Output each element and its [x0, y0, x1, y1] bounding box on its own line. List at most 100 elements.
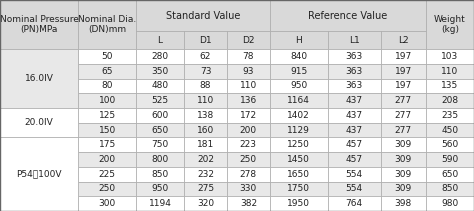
- Bar: [270, 137, 328, 152]
- Bar: [270, 49, 328, 64]
- Text: 200: 200: [99, 155, 116, 164]
- Text: 363: 363: [346, 52, 363, 61]
- Text: 278: 278: [240, 170, 257, 179]
- Text: 309: 309: [395, 155, 412, 164]
- Text: Nominal Dia.
(DN)mm: Nominal Dia. (DN)mm: [78, 15, 137, 34]
- Text: 950: 950: [290, 81, 308, 91]
- Text: L2: L2: [398, 36, 409, 45]
- Bar: [78, 167, 136, 182]
- Bar: [328, 182, 381, 196]
- Bar: [328, 78, 381, 93]
- Bar: [184, 93, 227, 108]
- Text: P54、100V: P54、100V: [16, 170, 62, 179]
- Bar: [136, 64, 184, 78]
- Text: 382: 382: [240, 199, 257, 208]
- Text: 480: 480: [152, 81, 169, 91]
- Bar: [78, 64, 136, 78]
- Bar: [426, 64, 474, 78]
- Bar: [227, 137, 270, 152]
- Bar: [78, 182, 136, 196]
- Bar: [136, 182, 184, 196]
- Text: 181: 181: [197, 140, 214, 149]
- Bar: [381, 31, 426, 49]
- Bar: [184, 108, 227, 123]
- Text: 138: 138: [197, 111, 214, 120]
- Bar: [227, 167, 270, 182]
- Bar: [381, 108, 426, 123]
- Bar: [381, 49, 426, 64]
- Text: 225: 225: [99, 170, 116, 179]
- Bar: [381, 152, 426, 167]
- Bar: [227, 93, 270, 108]
- Text: 80: 80: [101, 81, 113, 91]
- Text: 16.0IV: 16.0IV: [25, 74, 54, 83]
- Text: 88: 88: [200, 81, 211, 91]
- Text: 850: 850: [152, 170, 169, 179]
- Text: 915: 915: [290, 67, 308, 76]
- Text: 277: 277: [395, 111, 412, 120]
- Bar: [328, 93, 381, 108]
- Text: 554: 554: [346, 170, 363, 179]
- Bar: [381, 64, 426, 78]
- Text: 309: 309: [395, 184, 412, 193]
- Text: 1194: 1194: [149, 199, 172, 208]
- Bar: [184, 196, 227, 211]
- Bar: [426, 0, 474, 49]
- Bar: [426, 49, 474, 64]
- Bar: [78, 108, 136, 123]
- Bar: [136, 49, 184, 64]
- Bar: [136, 31, 184, 49]
- Text: 78: 78: [243, 52, 254, 61]
- Bar: [426, 123, 474, 137]
- Text: D1: D1: [199, 36, 212, 45]
- Text: Weight
(kg): Weight (kg): [434, 15, 466, 34]
- Bar: [184, 31, 227, 49]
- Bar: [136, 137, 184, 152]
- Bar: [426, 182, 474, 196]
- Bar: [328, 152, 381, 167]
- Text: 93: 93: [243, 67, 254, 76]
- Bar: [328, 108, 381, 123]
- Text: 764: 764: [346, 199, 363, 208]
- Bar: [328, 123, 381, 137]
- Bar: [227, 31, 270, 49]
- Bar: [270, 64, 328, 78]
- Bar: [381, 123, 426, 137]
- Bar: [426, 152, 474, 167]
- Text: 150: 150: [99, 126, 116, 135]
- Bar: [270, 182, 328, 196]
- Text: 309: 309: [395, 140, 412, 149]
- Bar: [270, 0, 426, 31]
- Bar: [328, 31, 381, 49]
- Bar: [270, 31, 328, 49]
- Text: 202: 202: [197, 155, 214, 164]
- Bar: [184, 64, 227, 78]
- Bar: [227, 152, 270, 167]
- Bar: [136, 93, 184, 108]
- Bar: [426, 93, 474, 108]
- Text: 450: 450: [441, 126, 459, 135]
- Bar: [270, 93, 328, 108]
- Bar: [136, 78, 184, 93]
- Bar: [136, 167, 184, 182]
- Bar: [227, 78, 270, 93]
- Text: 525: 525: [152, 96, 169, 105]
- Bar: [78, 137, 136, 152]
- Bar: [381, 182, 426, 196]
- Bar: [328, 196, 381, 211]
- Text: 1164: 1164: [287, 96, 310, 105]
- Text: 280: 280: [152, 52, 169, 61]
- Text: 103: 103: [441, 52, 459, 61]
- Text: 437: 437: [346, 111, 363, 120]
- Bar: [136, 108, 184, 123]
- Text: 950: 950: [152, 184, 169, 193]
- Text: Standard Value: Standard Value: [166, 11, 240, 21]
- Text: 172: 172: [240, 111, 257, 120]
- Bar: [78, 152, 136, 167]
- Bar: [328, 64, 381, 78]
- Text: 1750: 1750: [287, 184, 310, 193]
- Bar: [381, 93, 426, 108]
- Text: 300: 300: [99, 199, 116, 208]
- Bar: [227, 49, 270, 64]
- Bar: [381, 196, 426, 211]
